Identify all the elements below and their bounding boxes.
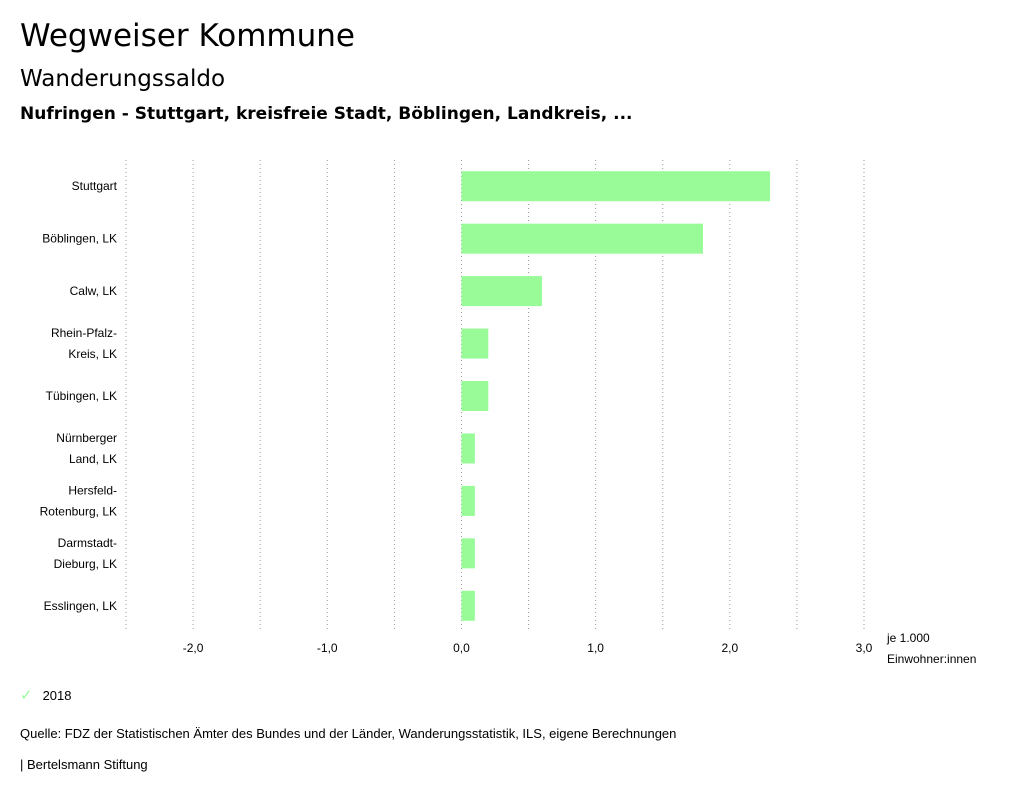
- x-tick-label: 0,0: [453, 641, 470, 655]
- category-label-line: Rotenburg, LK: [40, 504, 117, 518]
- category-label-line: Tübingen, LK: [46, 389, 117, 403]
- check-icon: ✓: [20, 686, 33, 704]
- category-label: Böblingen, LK: [42, 232, 117, 246]
- bar: [461, 538, 475, 569]
- unit-label: Einwohner:innen: [887, 652, 976, 666]
- category-label-line: Stuttgart: [72, 179, 118, 193]
- region-title: Nufringen - Stuttgart, kreisfreie Stadt,…: [20, 104, 633, 124]
- category-label: Tübingen, LK: [46, 389, 117, 403]
- category-label-line: Dieburg, LK: [54, 557, 117, 571]
- category-label-line: Esslingen, LK: [44, 599, 117, 613]
- source-note: Quelle: FDZ der Statistischen Ämter des …: [20, 726, 677, 741]
- category-label: Nürnberger Land, LK: [56, 431, 117, 466]
- category-label: Stuttgart: [72, 179, 118, 193]
- footer-credit: | Bertelsmann Stiftung: [20, 757, 148, 772]
- category-label: Calw, LK: [70, 284, 117, 298]
- category-label: Esslingen, LK: [44, 599, 117, 613]
- bar: [461, 328, 489, 359]
- category-label-line: Calw, LK: [70, 284, 117, 298]
- x-tick-label: -2,0: [183, 641, 204, 655]
- category-label-line: Nürnberger: [56, 431, 117, 445]
- bar: [461, 381, 489, 411]
- chart-subtitle: Wanderungssaldo: [20, 66, 226, 92]
- bar: [461, 485, 475, 516]
- category-label: Darmstadt- Dieburg, LK: [54, 536, 117, 571]
- category-label-line: Darmstadt-: [58, 536, 117, 550]
- x-tick-label: 2,0: [721, 641, 738, 655]
- category-label: Hersfeld- Rotenburg, LK: [40, 483, 117, 518]
- bar: [461, 433, 475, 464]
- category-label-line: Kreis, LK: [68, 347, 117, 361]
- bar-chart: Stuttgart Böblingen, LK Calw, LK Rhein-Pfal…: [40, 160, 976, 666]
- page-title: Wegweiser Kommune: [20, 18, 355, 54]
- category-label-line: Land, LK: [69, 452, 117, 466]
- category-label-line: Hersfeld-: [68, 483, 117, 497]
- x-tick-label: 1,0: [587, 641, 604, 655]
- x-tick-label: 3,0: [856, 641, 873, 655]
- bar: [461, 276, 542, 307]
- unit-label: je 1.000: [886, 631, 930, 645]
- category-label-line: Rhein-Pfalz-: [51, 326, 117, 340]
- category-label-line: Böblingen, LK: [42, 232, 117, 246]
- x-tick-label: -1,0: [317, 641, 338, 655]
- bar: [461, 223, 703, 254]
- legend-label: 2018: [42, 687, 72, 703]
- category-label: Rhein-Pfalz- Kreis, LK: [51, 326, 117, 361]
- bar: [461, 171, 771, 202]
- bar: [461, 590, 475, 621]
- legend[interactable]: ✓ 2018: [20, 686, 72, 704]
